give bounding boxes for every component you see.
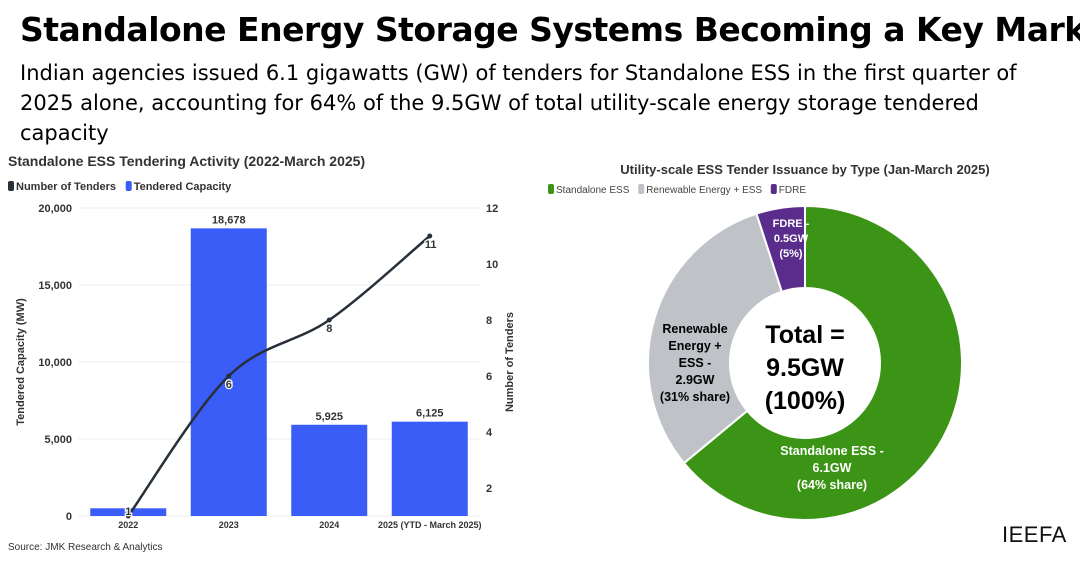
y2-axis-label: Number of Tenders — [504, 312, 516, 412]
y2-tick-label: 2 — [486, 483, 492, 495]
x-tick-label: 2022 — [118, 520, 138, 530]
slice-label-line: Standalone ESS - — [780, 444, 884, 458]
line-point — [226, 373, 232, 379]
pie-chart-title: Utility-scale ESS Tender Issuance by Typ… — [620, 162, 989, 177]
line-point — [427, 233, 433, 239]
y-tick-label: 5,000 — [44, 434, 72, 446]
slice-label-line: Energy + — [668, 339, 721, 353]
ieefa-logo: IEEFA — [1002, 522, 1067, 547]
legend-swatch — [770, 184, 777, 194]
legend-label: FDRE — [779, 185, 807, 196]
slice-label-line: 2.9GW — [676, 373, 715, 387]
bar — [190, 228, 267, 516]
source-note: Source: JMK Research & Analytics — [8, 542, 163, 553]
y2-tick-label: 6 — [486, 371, 492, 383]
slice-label-line: (31% share) — [660, 390, 730, 404]
donut-center-label: Total = 9.5GW (100%) — [765, 321, 846, 415]
bar-data-label: 6,125 — [416, 408, 444, 420]
slice-label-line: FDRE - — [773, 218, 810, 230]
bar — [391, 421, 468, 516]
legend-swatch — [125, 181, 132, 191]
line-point — [326, 317, 332, 323]
y-tick-label: 15,000 — [38, 280, 72, 292]
bar-data-label: 5,925 — [315, 411, 343, 423]
center-label-line: (100%) — [765, 387, 846, 415]
tenders-line — [127, 235, 431, 517]
donut-slice — [682, 204, 963, 521]
legend-label: Number of Tenders — [16, 181, 116, 193]
center-label-line: Total = — [765, 321, 844, 349]
y-tick-label: 10,000 — [38, 357, 72, 369]
donut-slice — [755, 204, 806, 293]
line-data-label: 1 — [125, 506, 131, 518]
center-label-line: 9.5GW — [766, 354, 844, 382]
y-tick-label: 20,000 — [38, 203, 72, 215]
page-subtitle: Indian agencies issued 6.1 gigawatts (GW… — [20, 61, 1017, 145]
y2-tick-label: 10 — [486, 259, 498, 271]
bar — [291, 424, 368, 516]
x-tick-label: 2023 — [219, 520, 239, 530]
y-tick-label: 0 — [66, 511, 72, 523]
y2-tick-label: 12 — [486, 203, 498, 215]
x-tick-label: 2025 (YTD - March 2025) — [378, 520, 482, 530]
y2-tick-label: 4 — [486, 427, 493, 439]
legend-label: Standalone ESS — [556, 185, 630, 196]
slice-label-line: 6.1GW — [813, 461, 852, 475]
slice-label-line: 0.5GW — [774, 233, 809, 245]
bar-data-label: 18,678 — [212, 214, 246, 226]
legend-swatch — [638, 184, 645, 194]
x-tick-label: 2024 — [319, 520, 339, 530]
page-title: Standalone Energy Storage Systems Becomi… — [20, 10, 1080, 49]
slice-label-line: (5%) — [779, 248, 803, 260]
slice-label: FDRE - 0.5GW (5%) — [773, 218, 810, 260]
legend-swatch — [8, 181, 14, 191]
line-data-label: 8 — [326, 323, 332, 335]
slice-label-line: (64% share) — [797, 478, 867, 492]
bar-chart-title: Standalone ESS Tendering Activity (2022-… — [8, 153, 365, 169]
donut-slice — [647, 212, 784, 465]
slice-label: Standalone ESS - 6.1GW (64% share) — [780, 444, 884, 492]
legend-label: Renewable Energy + ESS — [646, 185, 762, 196]
line-point — [125, 513, 131, 519]
y2-tick-label: 8 — [486, 315, 492, 327]
legend-label: Tendered Capacity — [134, 181, 232, 193]
line-data-label: 11 — [425, 239, 437, 251]
slice-label-line: ESS - — [679, 356, 712, 370]
line-data-label: 6 — [226, 379, 232, 391]
legend-swatch — [548, 184, 554, 194]
y-axis-label: Tendered Capacity (MW) — [15, 298, 27, 426]
bar — [90, 508, 167, 516]
slice-label: Renewable Energy + ESS - 2.9GW (31% share) — [660, 322, 730, 404]
slice-label-line: Renewable — [662, 322, 727, 336]
